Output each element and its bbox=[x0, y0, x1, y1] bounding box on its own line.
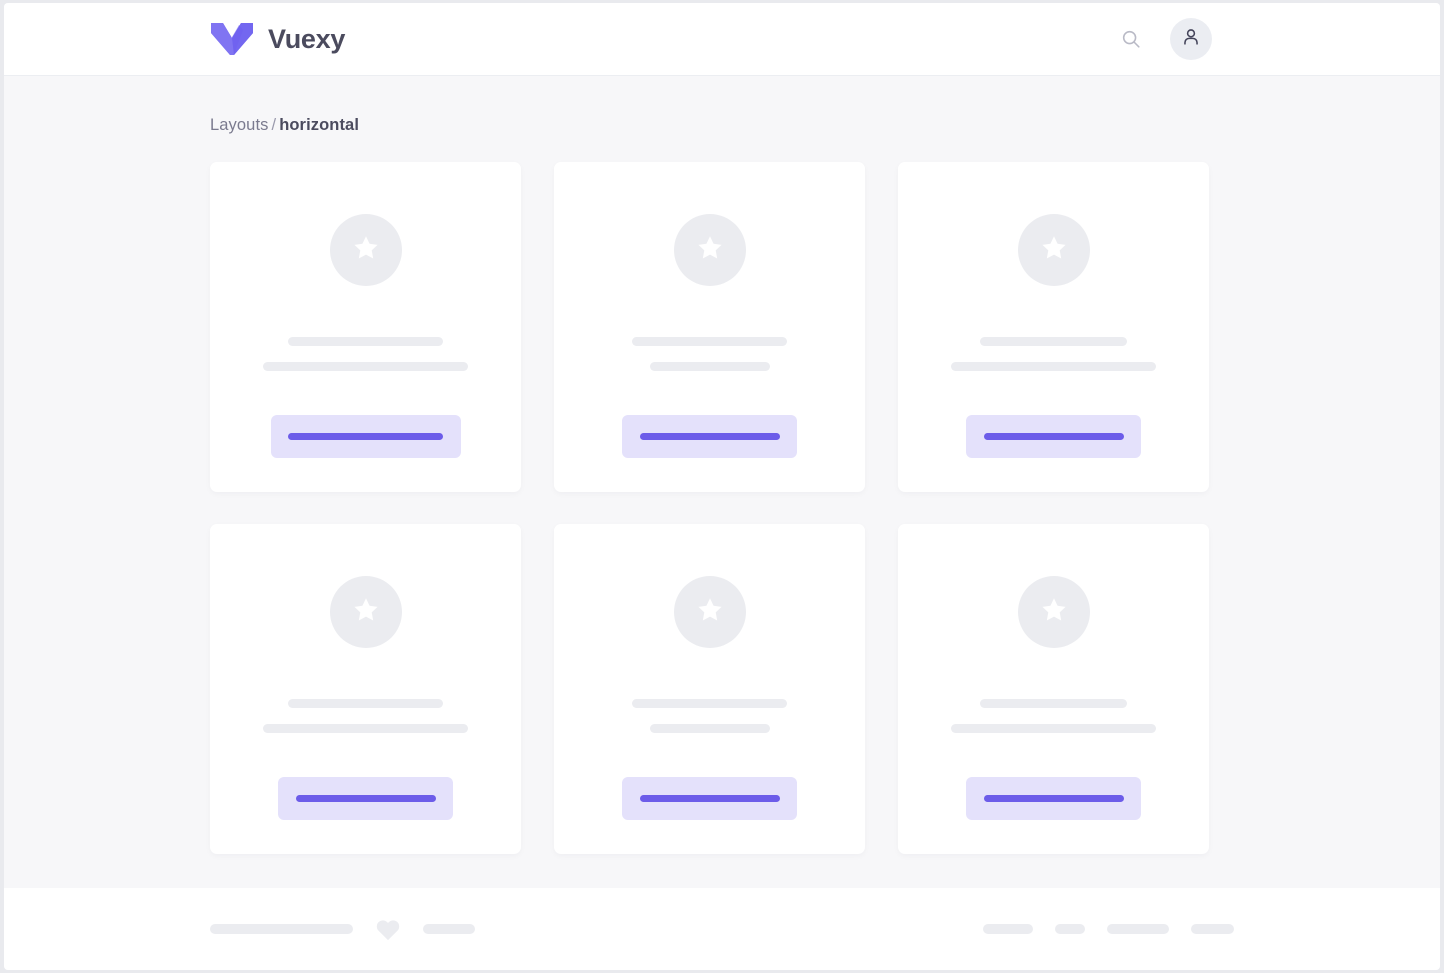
card-text-line-2 bbox=[649, 724, 770, 733]
star-icon bbox=[351, 595, 381, 630]
header-actions bbox=[1118, 18, 1212, 60]
card-media-placeholder bbox=[673, 214, 746, 286]
card-text-line-1 bbox=[980, 337, 1127, 346]
skeleton-card[interactable] bbox=[210, 162, 521, 492]
card-text-placeholders bbox=[898, 337, 1209, 371]
search-icon[interactable] bbox=[1118, 26, 1144, 52]
card-text-line-2 bbox=[263, 724, 468, 733]
vuexy-chevron-logo-icon bbox=[210, 21, 254, 57]
star-icon bbox=[695, 595, 725, 630]
card-action-button[interactable] bbox=[966, 415, 1141, 458]
card-text-placeholders bbox=[554, 337, 865, 371]
breadcrumb-separator: / bbox=[271, 116, 277, 134]
skeleton-card[interactable] bbox=[554, 524, 865, 854]
skeleton-card[interactable] bbox=[210, 524, 521, 854]
user-avatar-icon bbox=[1180, 26, 1202, 53]
footer-right-bar-2 bbox=[1055, 924, 1085, 934]
footer-right-group bbox=[983, 924, 1234, 934]
footer-left-group bbox=[210, 917, 475, 941]
card-action-label-placeholder bbox=[288, 433, 443, 440]
card-text-placeholders bbox=[210, 699, 521, 733]
star-icon bbox=[1039, 595, 1069, 630]
card-text-line-2 bbox=[951, 362, 1156, 371]
avatar[interactable] bbox=[1170, 18, 1212, 60]
card-action-label-placeholder bbox=[639, 795, 780, 802]
skeleton-card[interactable] bbox=[554, 162, 865, 492]
breadcrumb-parent[interactable]: Layouts bbox=[210, 116, 269, 134]
card-action-button[interactable] bbox=[966, 777, 1141, 820]
card-action-button[interactable] bbox=[278, 777, 453, 820]
card-text-line-2 bbox=[649, 362, 770, 371]
star-icon bbox=[695, 233, 725, 268]
app-footer bbox=[4, 888, 1440, 970]
card-action-button[interactable] bbox=[622, 777, 797, 820]
card-media-placeholder bbox=[329, 214, 402, 286]
card-text-line-1 bbox=[632, 337, 787, 346]
breadcrumb: Layouts / horizontal bbox=[210, 76, 1234, 135]
star-icon bbox=[351, 233, 381, 268]
card-media-placeholder bbox=[1017, 576, 1090, 648]
card-text-line-2 bbox=[263, 362, 468, 371]
footer-left-bar-3 bbox=[423, 924, 475, 934]
skeleton-card[interactable] bbox=[898, 524, 1209, 854]
card-text-line-1 bbox=[288, 337, 443, 346]
card-text-placeholders bbox=[898, 699, 1209, 733]
footer-right-bar-4 bbox=[1191, 924, 1234, 934]
card-action-label-placeholder bbox=[983, 795, 1124, 802]
card-action-label-placeholder bbox=[983, 433, 1124, 440]
card-text-line-1 bbox=[632, 699, 787, 708]
card-text-placeholders bbox=[554, 699, 865, 733]
card-text-line-2 bbox=[951, 724, 1156, 733]
card-text-line-1 bbox=[288, 699, 443, 708]
skeleton-card[interactable] bbox=[898, 162, 1209, 492]
card-media-placeholder bbox=[329, 576, 402, 648]
card-text-placeholders bbox=[210, 337, 521, 371]
card-action-button[interactable] bbox=[622, 415, 797, 458]
card-media-placeholder bbox=[1017, 214, 1090, 286]
card-action-button[interactable] bbox=[270, 415, 461, 458]
footer-left-bar-1 bbox=[210, 924, 353, 934]
page-content: Layouts / horizontal bbox=[4, 76, 1440, 888]
skeleton-card-grid bbox=[210, 162, 1234, 854]
footer-right-bar-3 bbox=[1107, 924, 1169, 934]
card-media-placeholder bbox=[673, 576, 746, 648]
heart-icon[interactable] bbox=[375, 917, 401, 941]
footer-right-bar-1 bbox=[983, 924, 1033, 934]
star-icon bbox=[1039, 233, 1069, 268]
brand-logo-link[interactable]: Vuexy bbox=[210, 21, 345, 57]
breadcrumb-current: horizontal bbox=[279, 116, 360, 134]
app-window: Vuexy Layouts / horizontal bbox=[4, 3, 1440, 970]
brand-name: Vuexy bbox=[268, 23, 346, 54]
card-text-line-1 bbox=[980, 699, 1127, 708]
app-header: Vuexy bbox=[4, 3, 1440, 76]
card-action-label-placeholder bbox=[295, 795, 436, 802]
card-action-label-placeholder bbox=[639, 433, 780, 440]
